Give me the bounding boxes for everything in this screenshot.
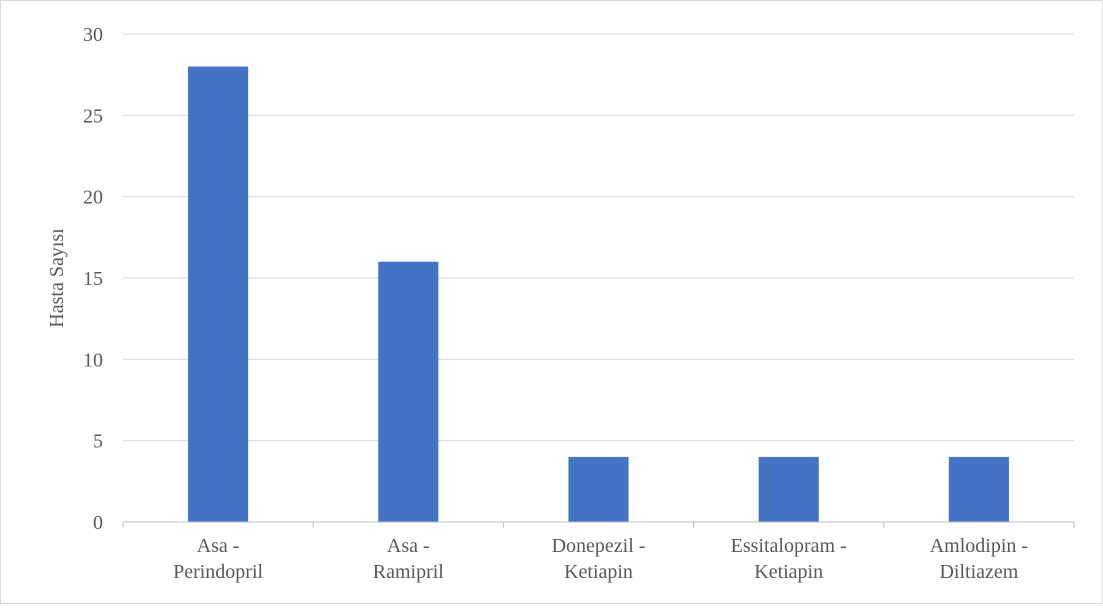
bar xyxy=(758,456,819,522)
x-tick-label: Donepezil -Ketiapin xyxy=(552,535,646,583)
y-tick-label: 30 xyxy=(83,24,103,46)
bar xyxy=(568,456,629,522)
x-tick-label: Amlodipin -Diltiazem xyxy=(930,535,1028,583)
bars xyxy=(188,66,1009,523)
y-axis-label: Hasta Sayısı xyxy=(46,228,68,328)
bar xyxy=(188,66,249,523)
bar xyxy=(948,456,1009,522)
y-tick-label: 25 xyxy=(83,105,103,127)
y-tick-label: 0 xyxy=(93,512,103,534)
bar xyxy=(378,261,439,522)
x-tick-label: Asa -Ramipril xyxy=(373,535,445,583)
x-tick-labels: Asa -Perindopril Asa -Ramipril Donepezil -… xyxy=(173,535,1028,583)
x-tick-label: Essitalopram -Ketiapin xyxy=(731,535,847,583)
y-tick-label: 20 xyxy=(83,187,103,209)
y-tick-label: 15 xyxy=(83,268,103,290)
axes xyxy=(122,521,1075,528)
gridlines xyxy=(123,33,1074,442)
x-tick-label: Asa -Perindopril xyxy=(173,535,263,583)
y-tick-label: 5 xyxy=(93,431,103,453)
y-tick-label: 10 xyxy=(83,349,103,371)
y-tick-labels: 0 5 10 15 20 25 30 xyxy=(83,24,103,534)
